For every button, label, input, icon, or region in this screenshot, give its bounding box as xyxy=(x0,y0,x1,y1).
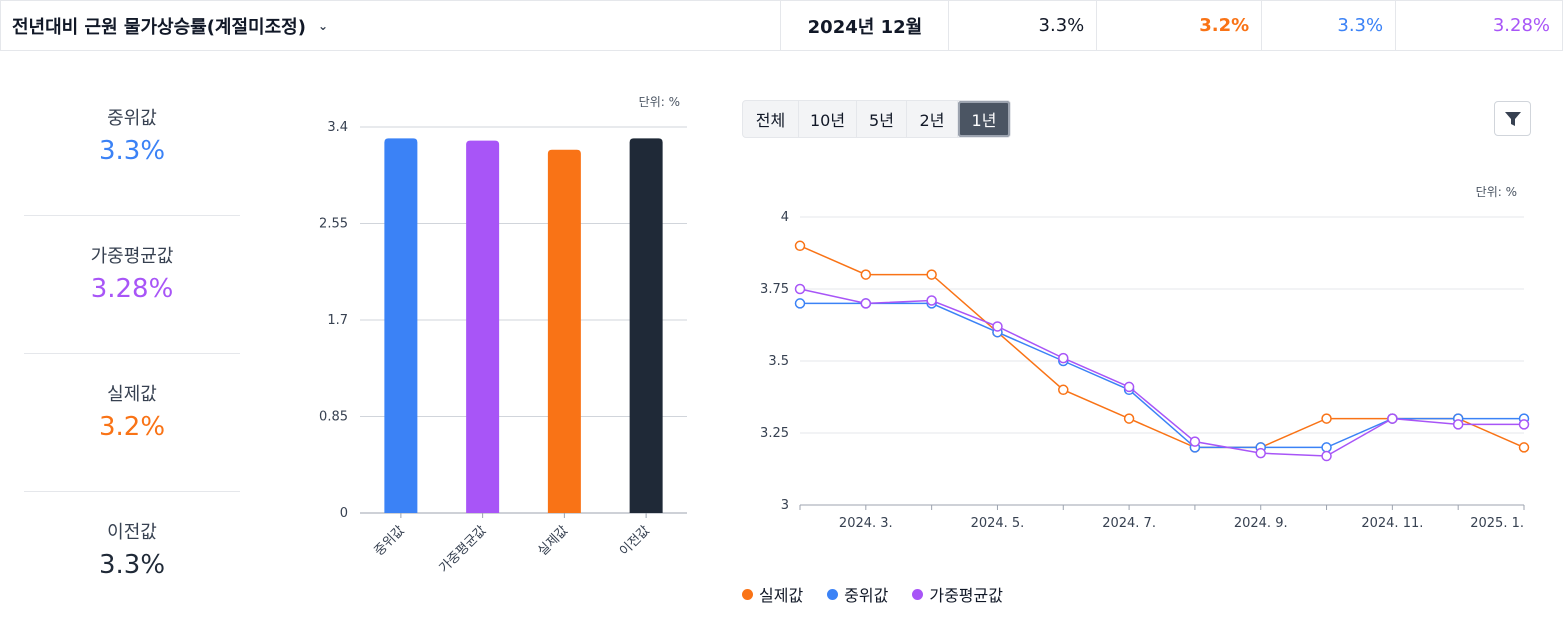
stat-label: 실제값 xyxy=(107,384,157,405)
stat-value: 3.2% xyxy=(98,412,166,442)
series-point xyxy=(1452,419,1464,430)
series-point xyxy=(1123,381,1135,393)
bar-chart: 단위: % 0 0.85 1.7 2.55 3.4 중위값 가중평균값 실제값 이전값 xyxy=(319,95,687,576)
bar-1 xyxy=(466,140,500,513)
legend-label: 가중평균값 xyxy=(929,586,1003,605)
series-line xyxy=(799,288,1524,457)
range-5y-button[interactable]: 5년 xyxy=(857,101,907,137)
legend-label: 중위값 xyxy=(844,586,889,605)
summary-value-previous: 3.3% xyxy=(949,1,1098,50)
line-x-tick-label: 2024. 7. xyxy=(1102,516,1156,531)
bar-category-label: 가중평균값 xyxy=(437,523,490,576)
bar-y-tick-label: 3.4 xyxy=(327,120,348,135)
series-point xyxy=(1387,413,1398,424)
series-point xyxy=(794,283,806,295)
range-2y-button[interactable]: 2년 xyxy=(907,101,958,137)
series-point xyxy=(1518,419,1530,430)
series-point xyxy=(926,269,937,280)
summary-value-median: 3.3% xyxy=(1262,1,1397,50)
series-point xyxy=(1123,413,1135,424)
bar-y-tick-label: 0 xyxy=(340,506,348,521)
summary-value-actual: 3.2% xyxy=(1097,1,1263,50)
legend-item-weighted-average[interactable]: 가중평균값 xyxy=(912,582,1003,606)
series-point xyxy=(1189,436,1201,447)
series-line xyxy=(800,302,1524,449)
series-point xyxy=(1058,384,1069,396)
stat-value: 3.28% xyxy=(90,274,174,304)
range-selector: 전체 10년 5년 2년 1년 xyxy=(742,100,1011,138)
filter-icon xyxy=(1504,111,1521,126)
series-point xyxy=(1518,442,1530,453)
range-10y-button[interactable]: 10년 xyxy=(799,101,857,137)
series-point xyxy=(794,240,806,252)
bar-2 xyxy=(547,149,581,513)
legend-label: 실제값 xyxy=(759,586,804,605)
stat-value: 3.3% xyxy=(98,550,166,580)
bar-category-label: 이전값 xyxy=(617,523,653,559)
legend-dot xyxy=(827,588,839,600)
stat-label: 중위값 xyxy=(107,108,157,129)
stat-label: 가중평균값 xyxy=(90,246,174,267)
line-x-tick-label: 2024. 9. xyxy=(1234,516,1288,531)
legend-dot xyxy=(912,588,924,600)
series-2 xyxy=(794,283,1530,462)
bar-0 xyxy=(384,138,418,513)
line-x-tick-label: 2024. 3. xyxy=(839,516,893,531)
series-line xyxy=(799,245,1525,449)
summary-value-weighted: 3.28% xyxy=(1492,15,1550,36)
legend-item-actual[interactable]: 실제값 xyxy=(742,582,803,606)
bar-unit-label: 단위: % xyxy=(639,95,680,109)
filter-button[interactable] xyxy=(1494,101,1531,136)
bar-y-tick-label: 1.7 xyxy=(327,313,348,328)
bar-category-label: 중위값 xyxy=(372,523,408,559)
indicator-title: 전년대비 근원 물가상승률(계절미조정) xyxy=(12,16,306,38)
period-value: 2024년 12월 xyxy=(781,1,950,50)
series-point xyxy=(1321,442,1332,453)
stats-panel: 중위값 3.3% 가중평균값 3.28% 실제값 3.2% 이전값 3.3% xyxy=(24,78,240,621)
line-chart: 단위: % 3 3.25 3.5 3.75 4 2024. 3. 2024. 5. 2024… xyxy=(760,185,1530,531)
line-y-tick-label: 3.75 xyxy=(760,282,789,297)
stat-median: 중위값 3.3% xyxy=(24,78,240,216)
series-1 xyxy=(794,298,1530,453)
series-point xyxy=(794,298,806,309)
series-point xyxy=(992,321,1003,332)
series-point xyxy=(1058,352,1069,364)
line-y-tick-label: 4 xyxy=(781,210,789,225)
line-x-tick-label: 2024. 5. xyxy=(971,516,1025,531)
line-unit-label: 단위: % xyxy=(1476,185,1517,199)
legend-item-median[interactable]: 중위값 xyxy=(827,582,888,606)
line-x-tick-label: 2024. 11. xyxy=(1361,516,1423,531)
summary-bar: 전년대비 근원 물가상승률(계절미조정) ⌄ 2024년 12월 3.3% 3.… xyxy=(0,0,1563,51)
series-point xyxy=(926,295,937,306)
stat-actual: 실제값 3.2% xyxy=(24,354,240,492)
series-point xyxy=(1321,450,1332,462)
stat-previous: 이전값 3.3% xyxy=(24,492,240,621)
chart-legend: 실제값 중위값 가중평균값 xyxy=(742,582,1027,606)
chevron-down-icon: ⌄ xyxy=(317,18,329,33)
stat-value: 3.3% xyxy=(98,136,166,166)
series-point xyxy=(860,298,872,309)
legend-dot xyxy=(742,588,753,600)
line-y-tick-label: 3 xyxy=(781,498,789,513)
bar-y-tick-label: 2.55 xyxy=(319,217,348,232)
range-all-button[interactable]: 전체 xyxy=(743,101,799,137)
line-y-tick-label: 3.5 xyxy=(768,354,789,369)
series-point xyxy=(860,269,872,280)
bar-y-tick-label: 0.85 xyxy=(319,410,348,425)
indicator-select[interactable]: 전년대비 근원 물가상승률(계절미조정) ⌄ xyxy=(1,1,782,50)
series-point xyxy=(1321,413,1332,424)
range-1y-button[interactable]: 1년 xyxy=(958,101,1010,137)
line-y-tick-label: 3.25 xyxy=(760,426,789,441)
stat-label: 이전값 xyxy=(107,522,157,543)
bar-3 xyxy=(629,138,663,513)
series-point xyxy=(1255,447,1266,459)
line-x-tick-label: 2025. 1. xyxy=(1470,516,1524,531)
stat-weighted-average: 가중평균값 3.28% xyxy=(24,216,240,354)
bar-category-label: 실제값 xyxy=(535,523,571,559)
